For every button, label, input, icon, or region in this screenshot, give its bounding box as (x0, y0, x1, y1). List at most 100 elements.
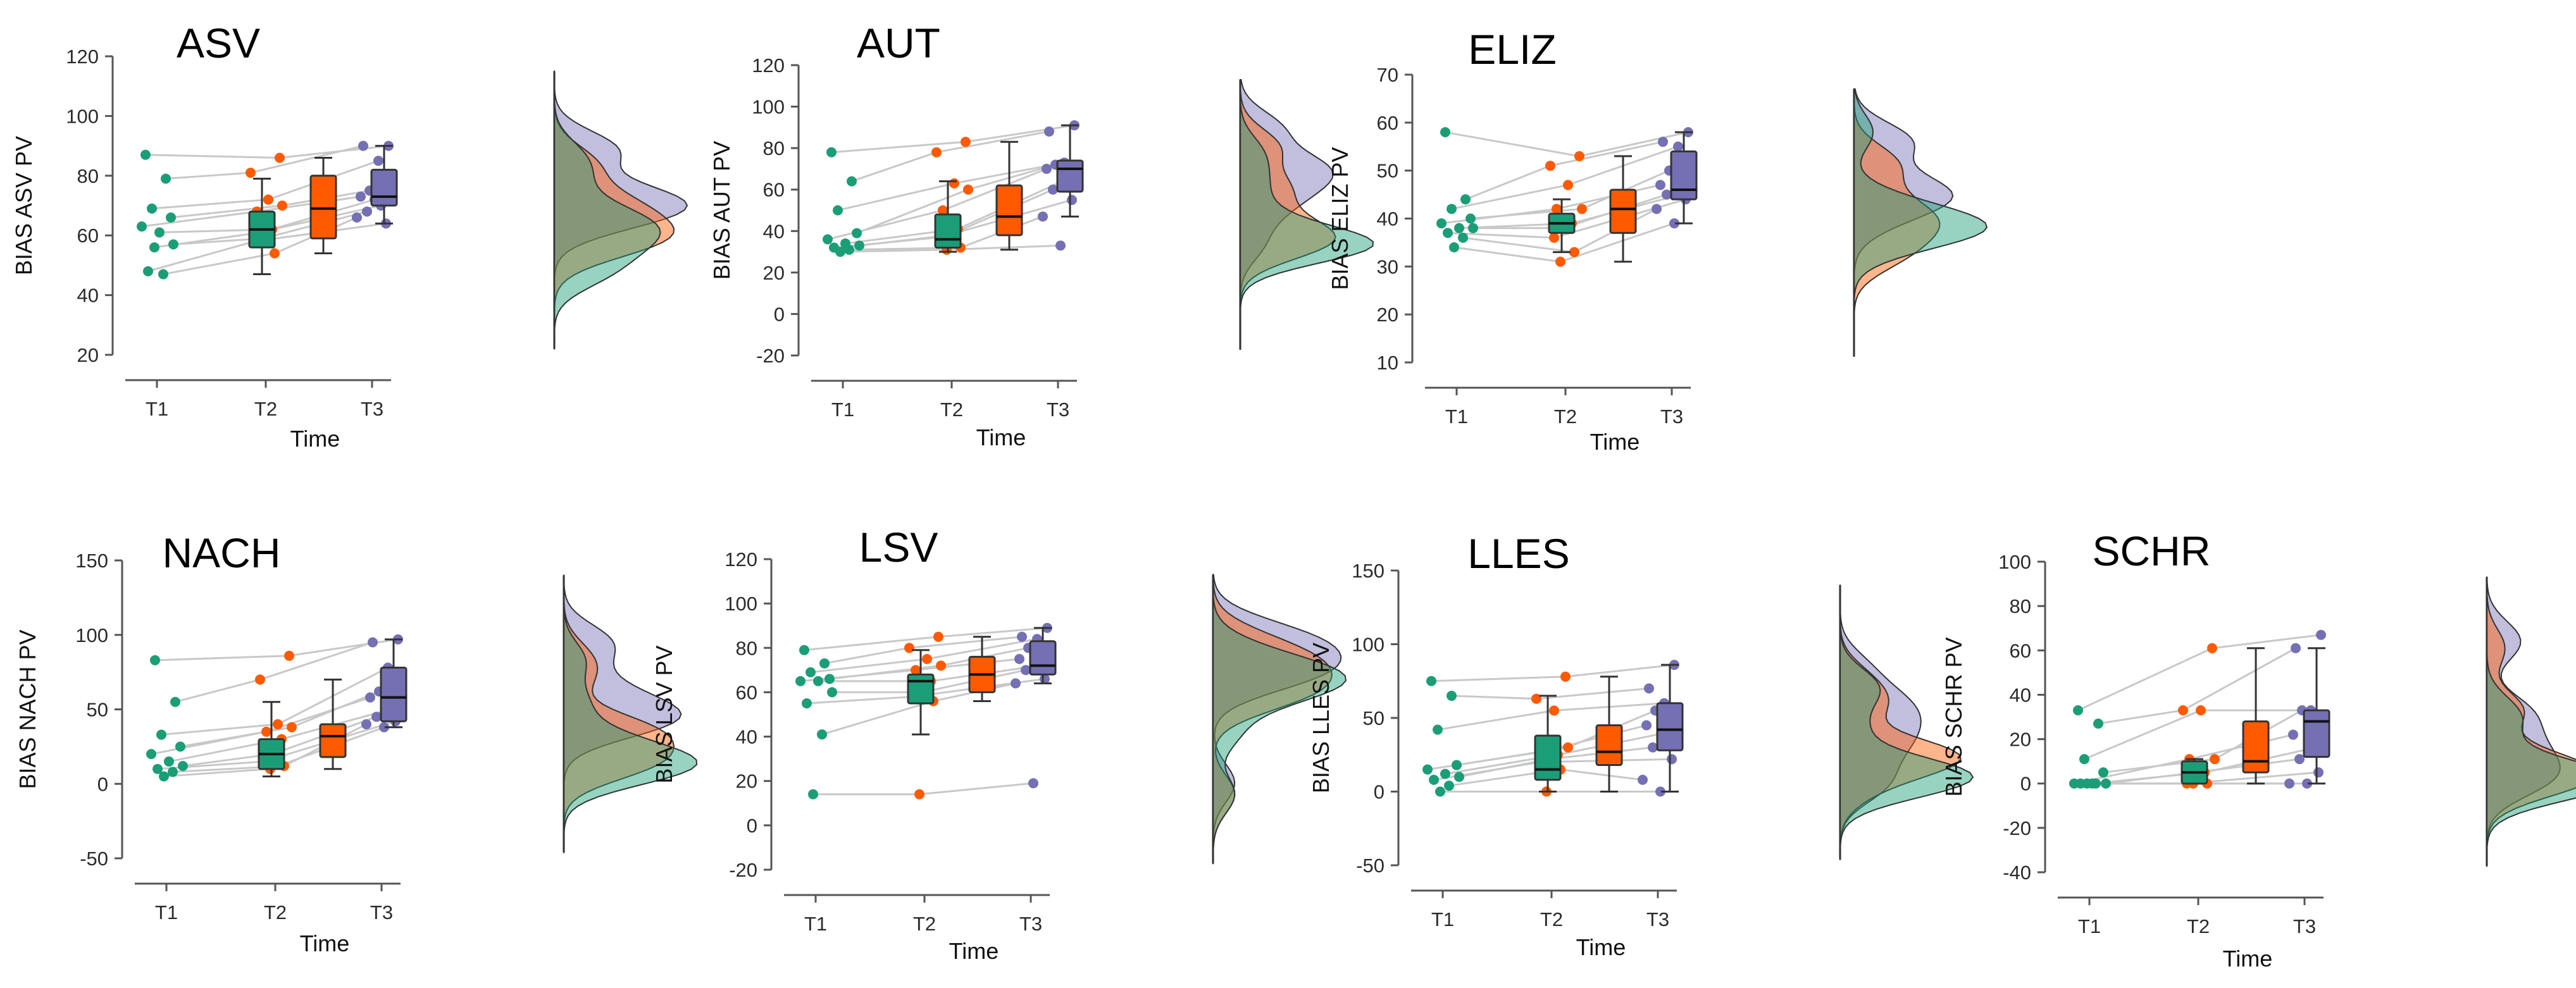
y-tick-label: 60 (763, 179, 785, 201)
y-tick-label: -20 (756, 345, 785, 367)
data-point-t2 (2207, 643, 2217, 653)
data-point-t3 (1644, 683, 1654, 694)
y-tick-label: 150 (1352, 560, 1384, 582)
y-tick-label: 0 (2020, 773, 2031, 795)
data-point-t1 (847, 176, 857, 187)
y-tick-label: 60 (2010, 639, 2031, 662)
data-point-t1 (146, 749, 156, 760)
panel-asv: ASV 20 40 60 80 100 120 BIAS ASV PV T1 T2 T3 Time (11, 20, 688, 452)
data-point-t1 (1447, 691, 1457, 701)
panel-title: AUT (857, 20, 940, 66)
data-point-t3 (1028, 778, 1038, 789)
y-tick-label: 120 (752, 54, 785, 77)
data-point-t3 (2291, 643, 2301, 653)
y-tick-label: 30 (1377, 256, 1398, 278)
data-point-t2 (922, 653, 932, 664)
box-t1 (934, 213, 962, 249)
x-tick-label: T2 (913, 913, 936, 935)
data-point-t3 (1017, 631, 1027, 642)
data-point-t2 (273, 719, 283, 730)
data-point-t3 (379, 722, 389, 732)
data-point-t1 (817, 729, 827, 740)
data-point-t3 (373, 156, 383, 166)
data-point-t3 (1655, 786, 1665, 797)
panel-lsv: LSV -20 0 20 40 60 80 100 120 BIAS LSV PV T1 T2 T3 Ti… (651, 524, 1347, 964)
x-tick-label: T2 (2187, 915, 2210, 937)
x-tick-label: T1 (1445, 405, 1468, 428)
density-cloud-t1 (2486, 577, 2576, 867)
y-tick-label: 50 (1363, 707, 1384, 729)
data-point-t1 (1454, 772, 1464, 782)
data-point-t3 (2313, 767, 2324, 778)
subject-line (1431, 664, 1675, 682)
x-tick-label: T3 (361, 398, 383, 420)
y-tick-label: 120 (66, 46, 99, 68)
data-point-t1 (2079, 754, 2089, 765)
x-tick-label: T2 (1554, 405, 1577, 428)
data-point-t3 (1042, 163, 1052, 174)
data-point-t3 (1652, 204, 1662, 214)
panel-lles: LLES -50 0 50 100 150 BIAS LLES PV T1 T2 T3 Time (1308, 530, 1974, 960)
data-point-t1 (170, 696, 180, 707)
x-tick-label: T3 (2293, 915, 2316, 937)
data-point-t2 (1577, 204, 1587, 214)
data-point-t1 (140, 149, 151, 160)
data-point-t3 (1067, 195, 1077, 206)
data-point-t1 (813, 676, 823, 686)
data-point-t1 (2093, 719, 2103, 729)
data-point-t2 (2178, 705, 2188, 715)
box-t1 (1534, 734, 1562, 781)
y-tick-label: 150 (75, 550, 108, 572)
x-tick-label: T2 (264, 901, 287, 923)
data-point-t2 (261, 726, 271, 737)
data-point-t2 (1549, 705, 1559, 716)
y-tick-label: 50 (87, 699, 108, 721)
y-tick-label: 60 (736, 681, 757, 703)
data-point-t1 (1468, 223, 1478, 233)
data-point-t1 (1444, 781, 1454, 791)
data-point-t3 (352, 212, 362, 223)
y-tick-label: 20 (2010, 729, 2031, 751)
data-point-t1 (799, 645, 809, 655)
y-tick-label: 0 (97, 773, 108, 795)
y-tick-label: 60 (77, 225, 99, 247)
data-point-t2 (936, 660, 946, 671)
data-point-t1 (152, 763, 163, 774)
panel-title: SCHR (2092, 528, 2210, 574)
data-point-t2 (1560, 671, 1571, 682)
y-axis-label: BIAS NACH PV (15, 629, 40, 789)
data-point-t1 (2073, 705, 2083, 715)
data-point-t2 (911, 665, 921, 676)
data-point-t1 (164, 756, 174, 767)
x-tick-label: T3 (370, 901, 393, 923)
data-point-t2 (961, 137, 971, 147)
data-point-t3 (1011, 678, 1021, 689)
data-point-t1 (159, 771, 169, 782)
subject-line (2084, 709, 2311, 760)
data-point-t1 (827, 687, 837, 698)
data-point-t3 (1055, 240, 1066, 251)
data-point-t1 (823, 234, 833, 245)
y-tick-label: 0 (747, 815, 757, 837)
data-point-t2 (1563, 180, 1573, 190)
data-point-t3 (1658, 137, 1668, 147)
y-tick-label: 100 (752, 96, 785, 118)
y-tick-label: 100 (75, 624, 108, 646)
subject-line (1470, 170, 1670, 219)
data-point-t1 (808, 789, 818, 800)
x-axis-label: Time (949, 938, 999, 964)
subject-line (154, 638, 399, 662)
data-point-t1 (168, 239, 178, 250)
y-tick-label: 20 (763, 262, 785, 284)
data-point-t2 (949, 178, 959, 188)
data-point-t2 (2210, 754, 2220, 765)
data-point-t3 (1667, 754, 1677, 765)
y-tick-label: 20 (1377, 304, 1398, 326)
data-point-t1 (1465, 213, 1476, 224)
data-point-t3 (1021, 665, 1031, 676)
data-point-t2 (277, 201, 287, 211)
data-point-t3 (2302, 778, 2312, 789)
x-axis-label: Time (1576, 934, 1626, 960)
box-t2 (2242, 720, 2270, 774)
x-axis-label: Time (300, 930, 350, 956)
